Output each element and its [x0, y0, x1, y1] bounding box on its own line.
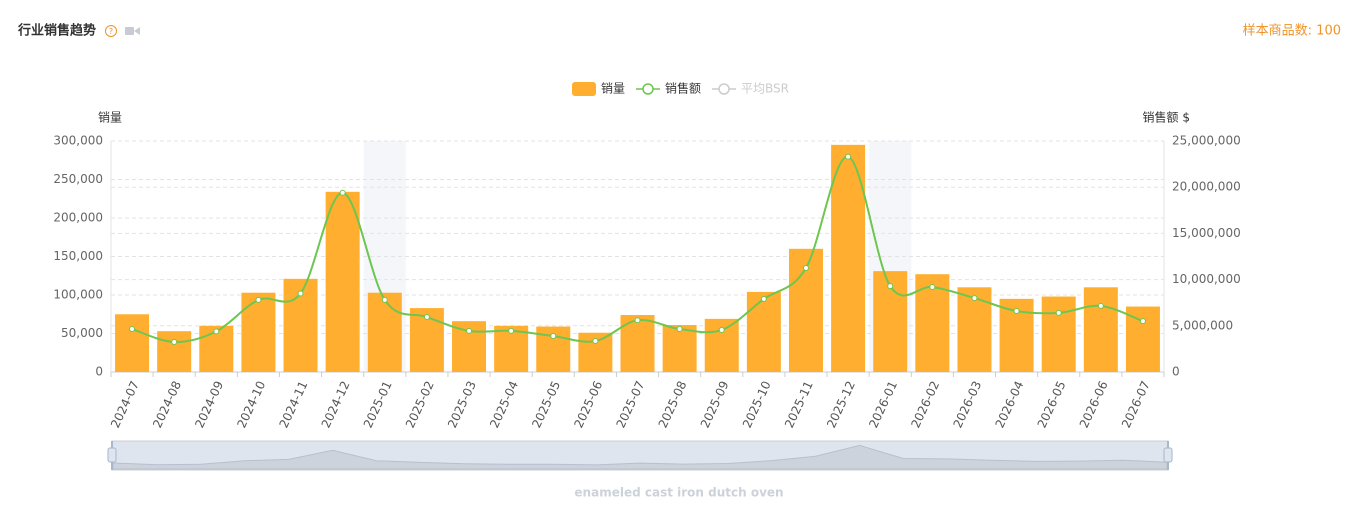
bar — [115, 314, 150, 372]
bar — [746, 291, 781, 372]
x-tick-label: 2024-11 — [277, 379, 311, 430]
y2-tick-label: 10,000,000 — [1172, 272, 1241, 286]
bar — [1083, 287, 1118, 372]
sales-point — [676, 326, 683, 333]
y-tick-label: 250,000 — [53, 172, 103, 186]
sales-point — [297, 290, 304, 297]
sales-point — [760, 296, 767, 303]
bar — [620, 315, 655, 372]
x-tick-label: 2025-12 — [824, 379, 858, 430]
bar — [704, 318, 739, 372]
video-icon[interactable] — [125, 27, 134, 35]
video-icon-lens — [134, 27, 140, 35]
y2-tick-label: 20,000,000 — [1172, 180, 1241, 194]
sales-point — [129, 326, 136, 333]
x-tick-label: 2025-02 — [403, 379, 437, 430]
sales-point — [634, 317, 641, 324]
y-tick-label: 300,000 — [53, 134, 103, 148]
zoom-handle-grip[interactable] — [1163, 447, 1173, 463]
bar — [1041, 296, 1076, 372]
x-tick-label: 2025-06 — [571, 379, 605, 430]
sales-point — [423, 314, 430, 321]
y-tick-label: 150,000 — [53, 249, 103, 263]
sales-point — [1055, 309, 1062, 316]
bar — [367, 292, 402, 372]
y-tick-label: 200,000 — [53, 211, 103, 225]
legend-swatch — [718, 83, 730, 95]
help-icon[interactable] — [105, 25, 117, 37]
bar — [831, 144, 866, 372]
bar — [325, 191, 360, 372]
x-tick-label: 2025-08 — [656, 379, 690, 430]
x-tick-label: 2026-03 — [950, 379, 984, 430]
y-tick-label: 50,000 — [61, 326, 103, 340]
y-tick-label: 0 — [95, 365, 103, 379]
zoom-preview — [112, 444, 1168, 470]
sales-point — [466, 327, 473, 334]
x-tick-label: 2026-04 — [993, 379, 1027, 430]
sales-point — [929, 283, 936, 290]
x-tick-label: 2025-07 — [614, 379, 648, 430]
legend-swatch — [642, 83, 654, 95]
sales-point — [887, 283, 894, 290]
sales-point — [1013, 308, 1020, 315]
y2-tick-label: 5,000,000 — [1172, 318, 1233, 332]
x-tick-label: 2026-01 — [866, 379, 900, 430]
sales-point — [1139, 318, 1146, 325]
x-tick-label: 2024-12 — [319, 379, 353, 430]
x-tick-label: 2025-04 — [487, 379, 521, 430]
x-tick-label: 2024-09 — [192, 379, 226, 430]
bar — [157, 331, 192, 372]
y-axis-label: 销量 — [98, 111, 122, 125]
y2-tick-label: 0 — [1172, 365, 1180, 379]
sales-point — [381, 296, 388, 303]
legend-label[interactable]: 销售额 — [665, 81, 701, 96]
zoom-label: enameled cast iron dutch oven — [574, 486, 783, 500]
y2-axis-label: 销售额 $ — [1143, 110, 1190, 125]
x-tick-label: 2025-03 — [445, 379, 479, 430]
x-tick-label: 2025-09 — [698, 379, 732, 430]
y-tick-label: 100,000 — [53, 288, 103, 302]
x-tick-label: 2026-06 — [1077, 379, 1111, 430]
sales-point — [802, 265, 809, 272]
x-tick-label: 2024-07 — [108, 379, 142, 430]
sales-point — [1097, 302, 1104, 309]
x-tick-label: 2024-10 — [234, 379, 268, 430]
x-tick-label: 2025-05 — [529, 379, 563, 430]
legend-label[interactable]: 平均BSR — [741, 82, 789, 96]
bar — [662, 325, 697, 372]
x-tick-label: 2024-08 — [150, 379, 184, 430]
x-tick-label: 2025-01 — [361, 379, 395, 430]
x-tick-label: 2026-05 — [1035, 379, 1069, 430]
legend-label[interactable]: 销量 — [601, 82, 625, 96]
sales-point — [171, 338, 178, 345]
help-icon-mark: ? — [109, 27, 113, 36]
x-tick-label: 2025-11 — [782, 379, 816, 430]
y2-tick-label: 25,000,000 — [1172, 134, 1241, 148]
sales-point — [255, 296, 262, 303]
sales-point — [213, 328, 220, 335]
sales-point — [508, 327, 515, 334]
sales-point — [971, 295, 978, 302]
y2-tick-label: 15,000,000 — [1172, 226, 1241, 240]
x-tick-label: 2026-02 — [908, 379, 942, 430]
sales-point — [339, 189, 346, 196]
zoom-handle-grip[interactable] — [107, 447, 117, 463]
bar — [241, 292, 276, 372]
x-tick-label: 2025-10 — [740, 379, 774, 430]
legend-swatch — [572, 82, 596, 96]
x-tick-label: 2026-07 — [1119, 379, 1153, 430]
page-title: 行业销售趋势 — [17, 23, 96, 39]
sample-count: 样本商品数: 100 — [1243, 24, 1341, 39]
sales-point — [718, 326, 725, 333]
bar — [1125, 306, 1160, 372]
sales-point — [592, 338, 599, 345]
sales-point — [845, 153, 852, 160]
sales-point — [550, 332, 557, 339]
